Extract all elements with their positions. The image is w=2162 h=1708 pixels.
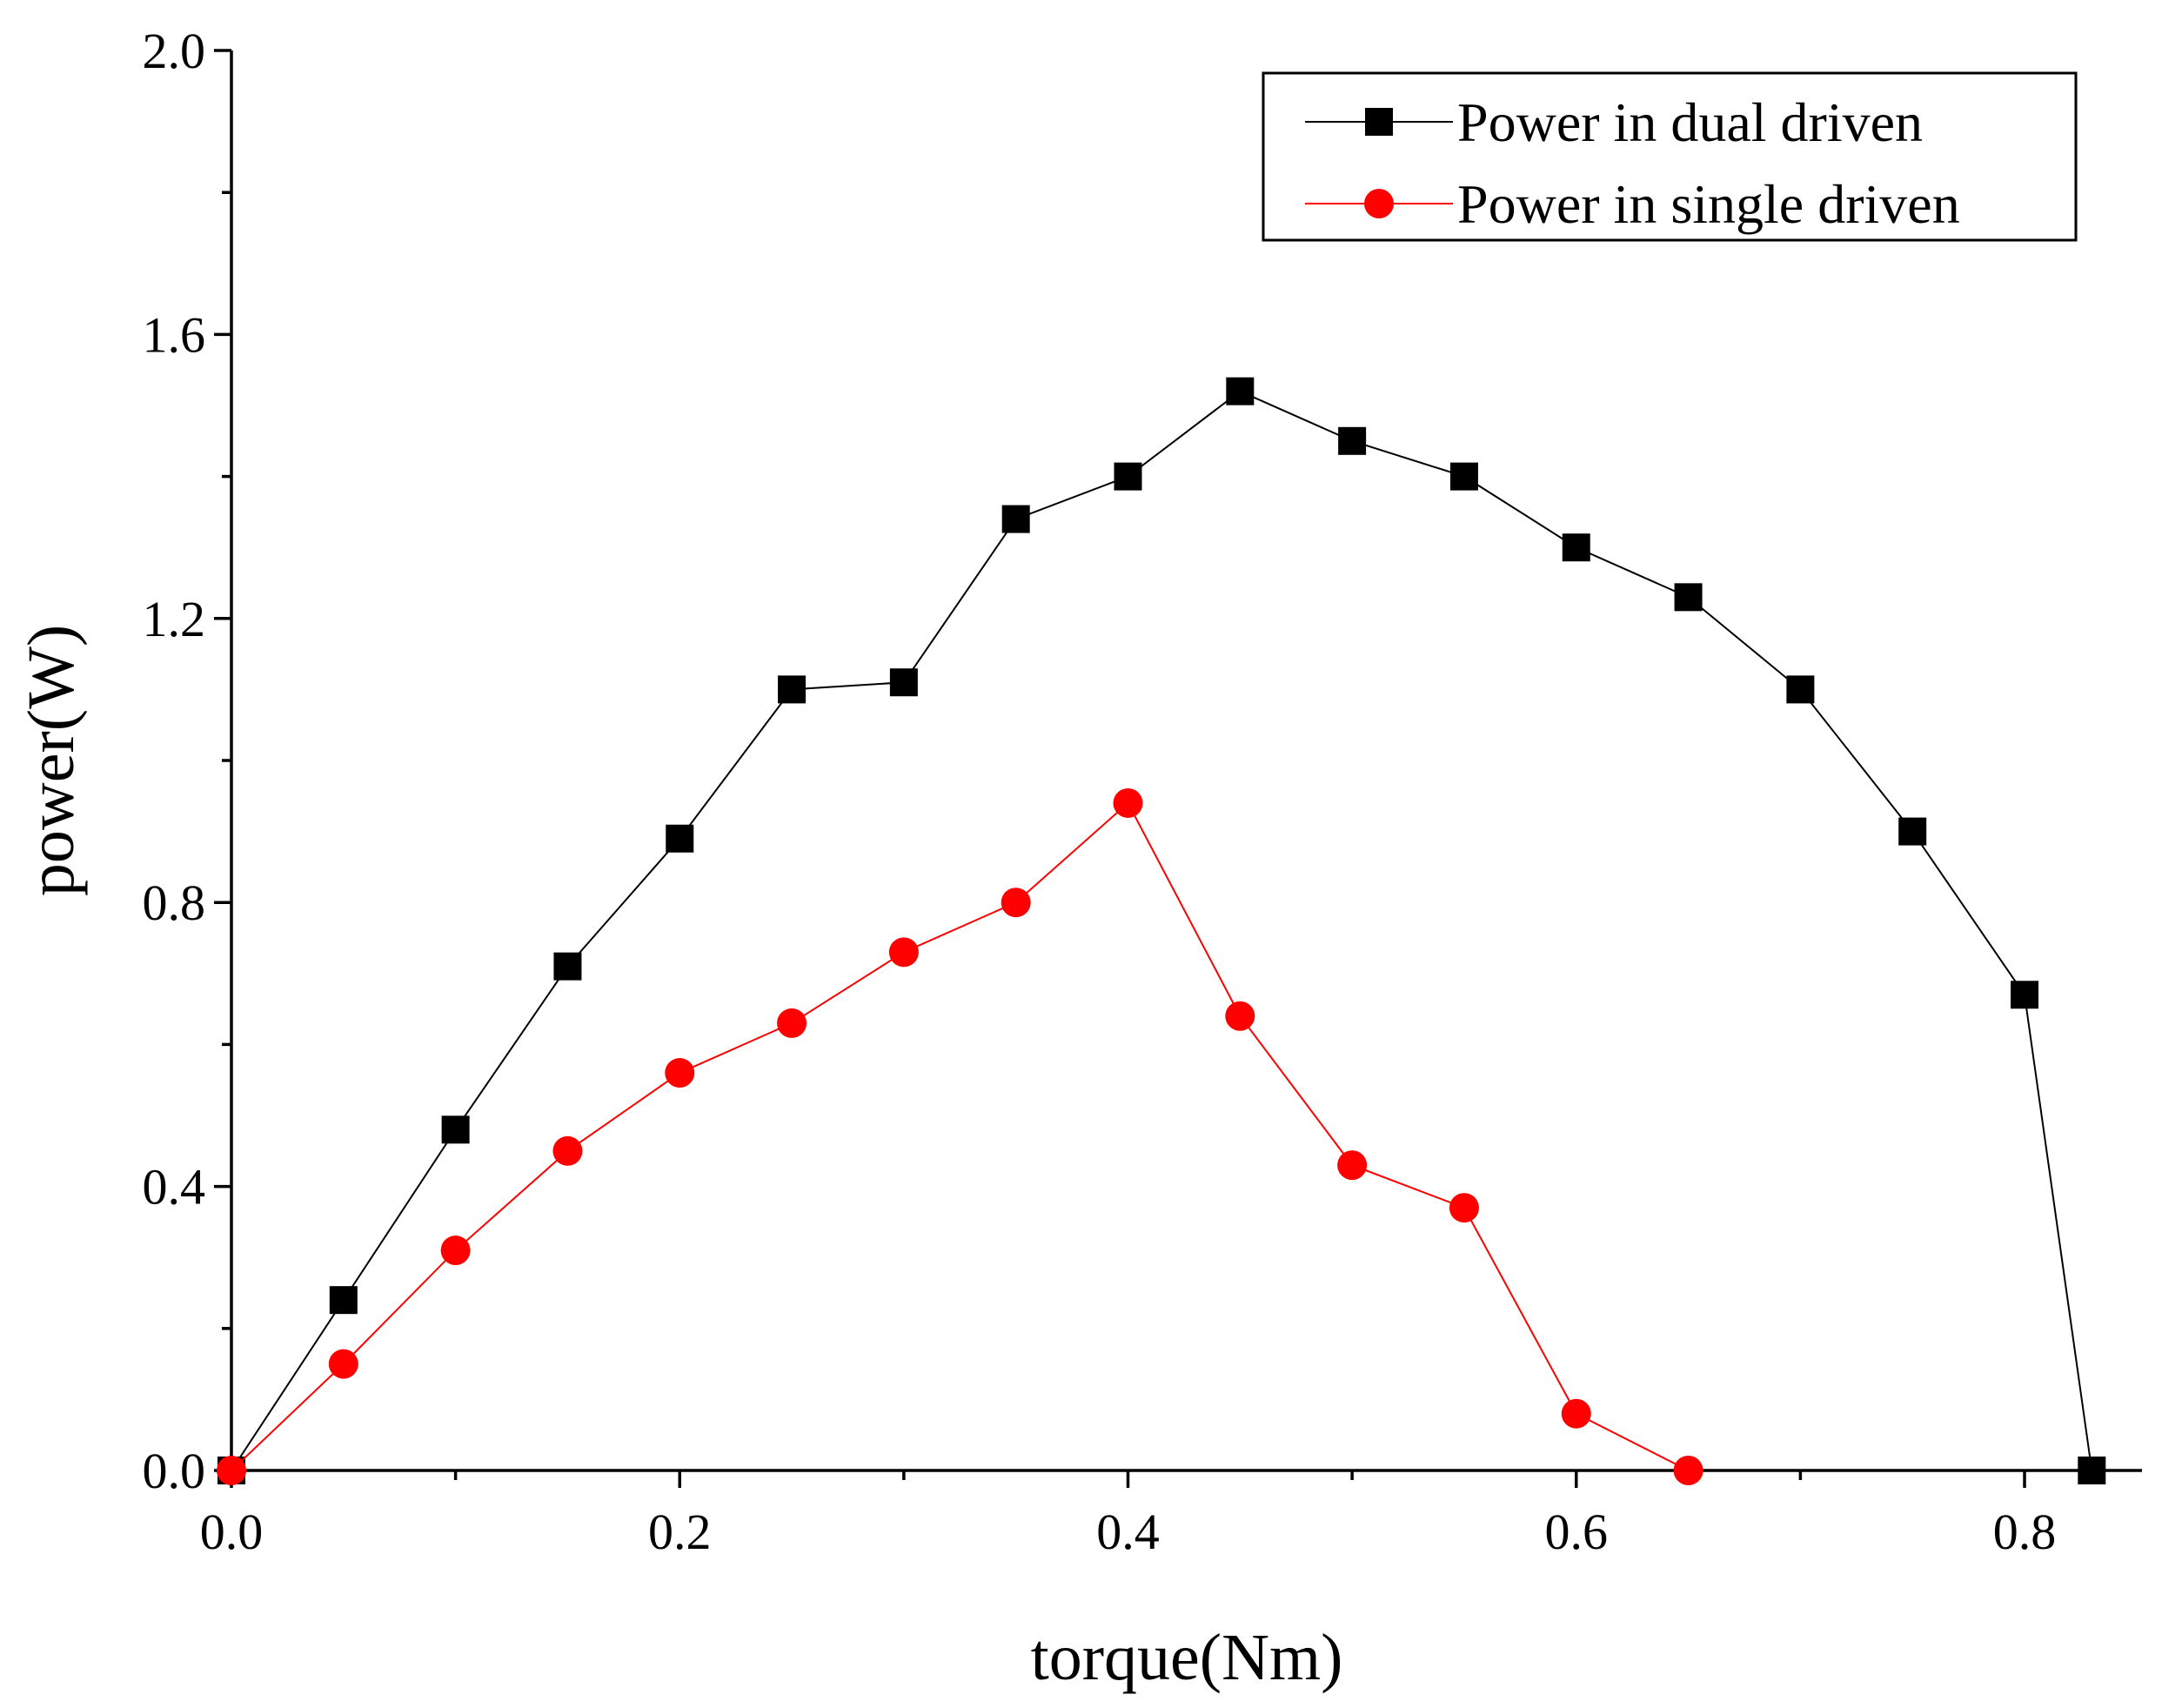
x-tick-label: 0.4 — [1096, 1504, 1160, 1560]
data-point-single — [440, 1236, 471, 1266]
data-point-dual — [1898, 817, 1927, 846]
y-tick-label: 2.0 — [143, 23, 206, 79]
x-tick-label: 0.8 — [1993, 1504, 2057, 1560]
data-point-single — [1449, 1193, 1479, 1223]
data-point-dual — [1786, 675, 1815, 704]
data-point-single — [328, 1349, 358, 1379]
series-layer — [217, 377, 2106, 1485]
x-axis-title: torque(Nm) — [1031, 1621, 1343, 1694]
data-point-dual — [1562, 533, 1590, 562]
data-point-single — [217, 1456, 246, 1485]
data-point-dual — [889, 668, 918, 697]
y-tick-label: 1.2 — [143, 591, 206, 647]
data-point-single — [552, 1135, 583, 1166]
data-point-single — [665, 1058, 695, 1088]
y-axis-title: power(W) — [15, 625, 88, 896]
y-tick-label: 0.4 — [143, 1159, 206, 1216]
x-tick-label: 0.0 — [200, 1504, 264, 1560]
data-point-dual — [778, 675, 807, 704]
data-point-dual — [1338, 426, 1367, 455]
legend-box — [1262, 71, 2078, 242]
legend-label-single: Power in single driven — [1457, 173, 1960, 235]
data-point-dual — [2011, 981, 2038, 1009]
y-ticks: 0.0 0.4 0.8 1.2 1.6 2.0 — [143, 23, 231, 1499]
x-tick-label: 0.6 — [1545, 1504, 1609, 1560]
y-tick-label: 0.8 — [143, 874, 206, 931]
data-point-single — [1001, 887, 1031, 918]
data-point-dual — [1674, 583, 1703, 612]
data-point-single — [1673, 1456, 1703, 1485]
series-line-dual — [231, 390, 2093, 1471]
data-point-single — [888, 937, 919, 968]
data-point-dual — [1001, 505, 1030, 533]
y-tick-label: 0.0 — [143, 1443, 206, 1499]
data-point-single — [1113, 787, 1143, 818]
data-point-dual — [329, 1286, 358, 1315]
x-ticks: 0.0 0.2 0.4 0.6 0.8 — [200, 1470, 2057, 1560]
data-point-dual — [441, 1115, 470, 1144]
y-tick-label: 1.6 — [143, 306, 206, 363]
data-point-single — [1337, 1150, 1368, 1181]
data-point-single — [1561, 1398, 1591, 1429]
x-tick-label: 0.2 — [648, 1504, 712, 1560]
data-point-single — [1225, 1001, 1255, 1031]
legend: Power in dual driven Power in single driv… — [1262, 71, 2078, 242]
data-point-single — [777, 1008, 807, 1038]
data-point-dual — [666, 824, 694, 853]
series-line-single — [231, 801, 1690, 1471]
legend-label-dual: Power in dual driven — [1457, 91, 1923, 153]
legend-marker-single — [1364, 189, 1394, 218]
data-point-dual — [1226, 377, 1255, 405]
data-point-dual — [1449, 462, 1478, 491]
legend-marker-dual — [1365, 108, 1393, 136]
data-point-dual — [1114, 462, 1142, 491]
data-point-dual — [553, 952, 582, 981]
data-point-dual — [2078, 1457, 2106, 1484]
